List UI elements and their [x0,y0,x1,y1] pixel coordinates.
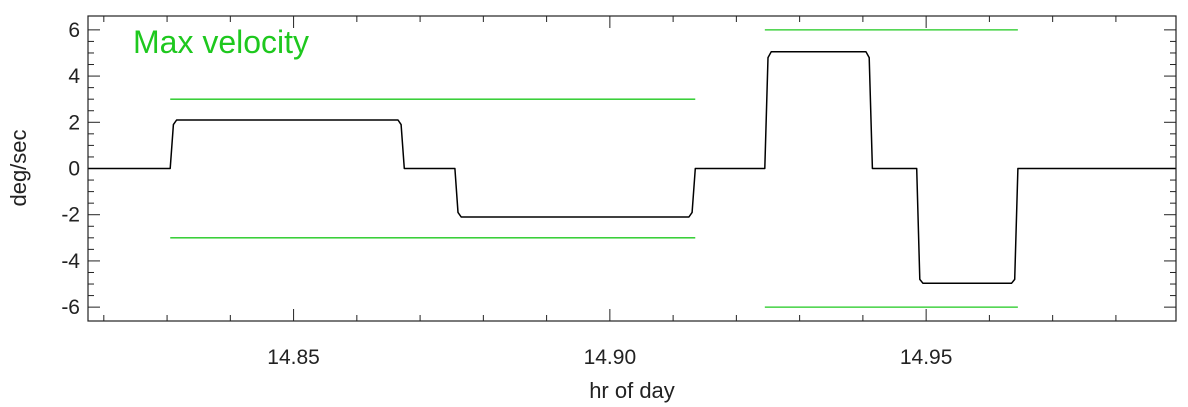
plot-frame [87,15,1177,322]
ticks-layer [88,16,1176,321]
tick-labels: -6 -4 -2 0 2 4 6 14.85 14.90 14.95 [61,19,952,369]
y-tick-label: 2 [68,111,80,134]
x-axis-title: hr of day [589,378,675,403]
annotation-max-velocity: Max velocity [133,24,309,60]
velocity-series [88,51,1176,285]
y-tick-label: -2 [61,204,80,227]
x-tick-label: 14.85 [267,346,320,369]
y-tick-label: 6 [68,19,80,42]
y-tick-label: -4 [61,250,80,273]
velocity-line [88,51,1176,285]
y-tick-label: 4 [68,65,80,88]
y-tick-label: -6 [61,296,80,319]
max-velocity-limit-lines [170,29,1018,308]
y-axis-title: deg/sec [6,129,31,206]
y-tick-label: 0 [68,158,80,181]
x-tick-label: 14.95 [900,346,953,369]
x-tick-label: 14.90 [584,346,637,369]
